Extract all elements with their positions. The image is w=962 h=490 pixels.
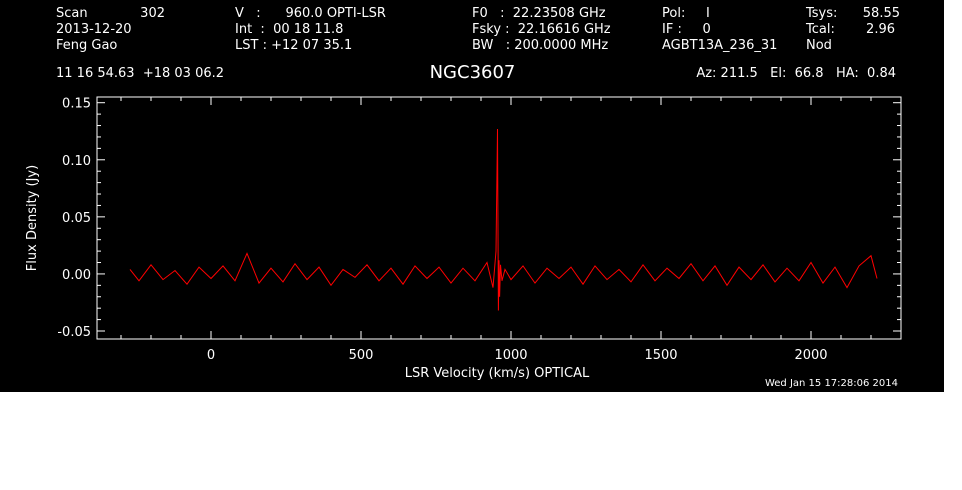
y-tick-label: 0.15 — [62, 97, 91, 112]
spectrum-line — [129, 128, 878, 311]
project-id: AGBT13A_236_31 — [662, 38, 778, 53]
source-coordinates: 11 16 54.63 +18 03 06.2 — [56, 66, 225, 81]
y-tick-label: -0.05 — [57, 325, 91, 340]
spectrum-trace — [129, 128, 878, 311]
sky-frequency: Fsky : 22.16616 GHz — [472, 22, 611, 37]
polarization: Pol: I — [662, 6, 710, 21]
y-axis-label: Flux Density (Jy) — [25, 165, 40, 271]
tsys-value: 58.55 — [862, 6, 900, 21]
axis-ticks: 0 500 1000 1500 2000 -0.05 0.00 0.05 0.10 0.15 — [57, 97, 901, 363]
x-tick-label: 2000 — [794, 348, 827, 363]
spectrum-chart: 0 500 1000 1500 2000 -0.05 0.00 0.05 0.10 0.15 LS… — [25, 96, 902, 381]
observer: Feng Gao — [56, 38, 118, 53]
x-tick-label: 1500 — [644, 348, 677, 363]
source-name: NGC3607 — [429, 62, 516, 83]
procedure: Nod — [806, 38, 832, 53]
velocity-info: V : 960.0 OPTI-LSR — [235, 6, 386, 21]
y-tick-label: 0.10 — [62, 154, 91, 169]
if-number: IF : 0 — [662, 22, 711, 37]
tcal-label: Tcal: — [806, 22, 835, 37]
scan-label: Scan — [56, 6, 88, 21]
integration-time: Int : 00 18 11.8 — [235, 22, 344, 37]
pointing-info: Az: 211.5 El: 66.8 HA: 0.84 — [696, 66, 896, 81]
bandwidth: BW : 200.0000 MHz — [472, 38, 609, 53]
tcal-value: 2.96 — [866, 22, 895, 37]
x-axis-label: LSR Velocity (km/s) OPTICAL — [405, 366, 590, 381]
y-tick-label: 0.00 — [62, 268, 91, 283]
x-tick-label: 500 — [349, 348, 374, 363]
plot-frame — [96, 96, 902, 340]
tsys-label: Tsys: — [806, 6, 838, 21]
y-tick-label: 0.05 — [62, 211, 91, 226]
lst: LST : +12 07 35.1 — [235, 38, 353, 53]
plot-window: Scan 302 V : 960.0 OPTI-LSR F0 : 22.2350… — [0, 0, 944, 392]
rest-frequency: F0 : 22.23508 GHz — [472, 6, 606, 21]
scan-value: 302 — [140, 6, 165, 21]
x-tick-label: 1000 — [494, 348, 527, 363]
timestamp: Wed Jan 15 17:28:06 2014 — [764, 378, 898, 389]
x-tick-label: 0 — [207, 348, 215, 363]
obs-date: 2013-12-20 — [56, 22, 132, 37]
